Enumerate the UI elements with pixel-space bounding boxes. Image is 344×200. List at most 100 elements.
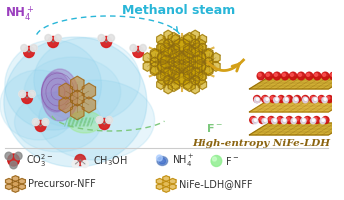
Circle shape: [330, 72, 337, 80]
Circle shape: [283, 119, 286, 121]
Polygon shape: [183, 45, 195, 59]
Circle shape: [304, 116, 311, 123]
Circle shape: [75, 154, 86, 166]
Circle shape: [286, 96, 293, 102]
Polygon shape: [169, 184, 176, 190]
Polygon shape: [158, 51, 170, 65]
Circle shape: [263, 97, 265, 99]
Circle shape: [106, 116, 112, 123]
Circle shape: [270, 96, 277, 102]
Circle shape: [213, 157, 216, 161]
Circle shape: [324, 98, 326, 100]
Circle shape: [32, 118, 39, 126]
Polygon shape: [184, 71, 192, 81]
Circle shape: [99, 118, 110, 130]
Polygon shape: [212, 61, 220, 71]
Ellipse shape: [4, 37, 147, 167]
Circle shape: [15, 152, 22, 160]
Polygon shape: [164, 39, 172, 49]
Polygon shape: [164, 67, 172, 77]
Circle shape: [303, 97, 308, 103]
Circle shape: [307, 73, 310, 76]
Circle shape: [305, 118, 308, 120]
Circle shape: [310, 96, 317, 102]
Circle shape: [310, 118, 316, 124]
Circle shape: [48, 36, 58, 47]
Circle shape: [82, 160, 88, 168]
Circle shape: [19, 90, 25, 98]
Circle shape: [45, 34, 52, 42]
Circle shape: [30, 45, 37, 51]
Polygon shape: [187, 61, 202, 79]
Circle shape: [320, 118, 325, 124]
Polygon shape: [71, 76, 84, 92]
Polygon shape: [157, 34, 165, 44]
Polygon shape: [82, 83, 96, 99]
Polygon shape: [204, 57, 213, 67]
Circle shape: [303, 119, 305, 121]
Circle shape: [35, 120, 46, 132]
Polygon shape: [178, 71, 190, 85]
Ellipse shape: [24, 57, 121, 127]
Polygon shape: [158, 61, 166, 71]
Polygon shape: [157, 43, 165, 53]
Circle shape: [301, 118, 306, 124]
Circle shape: [19, 90, 25, 98]
Polygon shape: [168, 65, 180, 79]
Polygon shape: [184, 34, 192, 44]
Circle shape: [327, 97, 330, 99]
Polygon shape: [183, 78, 195, 92]
Text: F$^-$: F$^-$: [225, 155, 239, 167]
Ellipse shape: [157, 156, 168, 166]
Circle shape: [22, 92, 32, 104]
Circle shape: [282, 73, 286, 76]
Circle shape: [42, 118, 49, 126]
Circle shape: [96, 116, 103, 123]
Circle shape: [311, 97, 314, 99]
Circle shape: [268, 116, 275, 123]
Polygon shape: [164, 30, 172, 40]
Polygon shape: [198, 34, 207, 44]
Circle shape: [21, 45, 28, 51]
Circle shape: [298, 72, 305, 80]
Circle shape: [331, 73, 334, 76]
Polygon shape: [150, 66, 159, 76]
Polygon shape: [181, 61, 193, 75]
Polygon shape: [204, 48, 213, 58]
Polygon shape: [160, 43, 172, 57]
Circle shape: [265, 72, 272, 80]
Polygon shape: [191, 55, 203, 69]
Circle shape: [326, 96, 333, 102]
Polygon shape: [249, 100, 344, 112]
Polygon shape: [156, 178, 163, 184]
Circle shape: [211, 156, 222, 166]
Circle shape: [260, 118, 262, 120]
Polygon shape: [194, 59, 205, 73]
Circle shape: [32, 118, 39, 126]
Circle shape: [312, 97, 318, 103]
Circle shape: [101, 36, 111, 47]
Circle shape: [133, 46, 143, 58]
Circle shape: [303, 97, 305, 99]
Polygon shape: [171, 71, 180, 81]
Circle shape: [275, 73, 277, 76]
Circle shape: [295, 98, 297, 100]
Polygon shape: [19, 178, 25, 184]
Circle shape: [258, 73, 261, 76]
Circle shape: [314, 118, 317, 120]
Circle shape: [322, 97, 327, 103]
Circle shape: [106, 116, 112, 123]
Circle shape: [272, 118, 277, 124]
Circle shape: [96, 116, 103, 123]
Circle shape: [30, 45, 37, 51]
Circle shape: [55, 34, 61, 42]
Polygon shape: [158, 39, 170, 53]
Circle shape: [318, 96, 325, 102]
Polygon shape: [169, 178, 176, 184]
Polygon shape: [82, 97, 96, 113]
Circle shape: [302, 96, 309, 102]
Circle shape: [296, 118, 299, 120]
Circle shape: [133, 46, 143, 58]
Ellipse shape: [68, 111, 102, 133]
Polygon shape: [204, 66, 213, 76]
